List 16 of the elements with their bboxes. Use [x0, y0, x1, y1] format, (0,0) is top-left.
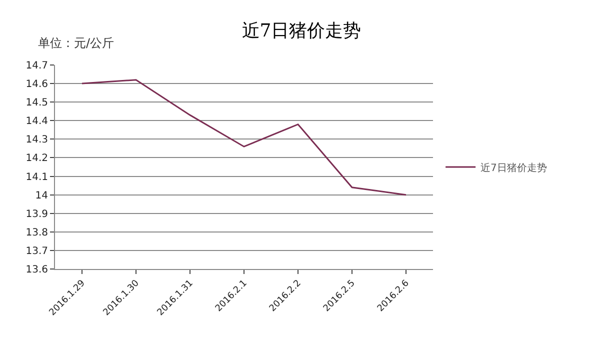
line-series — [81, 79, 407, 196]
y-tick-label: 14 — [35, 190, 48, 202]
y-tick-label: 14.6 — [26, 79, 48, 90]
y-tick-label: 14.5 — [26, 98, 48, 109]
y-tick-label: 14.1 — [26, 172, 48, 183]
legend-label: 近7日猪价走势 — [480, 162, 547, 174]
chart-title: 近7日猪价走势 — [242, 20, 362, 42]
y-tick-label: 14.4 — [26, 116, 48, 128]
y-tick-label: 13.9 — [26, 208, 48, 220]
y-tick-label: 13.6 — [26, 264, 48, 276]
y-tick-label: 14.2 — [26, 153, 48, 164]
y-tick-label: 13.8 — [26, 227, 48, 238]
y-tick-label: 13.7 — [26, 246, 48, 257]
y-tick-label: 14.7 — [26, 60, 48, 72]
y-tick-label: 14.3 — [26, 134, 48, 146]
text: 单位：元/公斤 — [38, 36, 114, 50]
